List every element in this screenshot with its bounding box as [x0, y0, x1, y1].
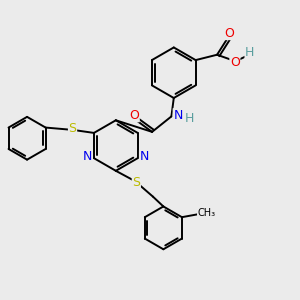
Text: O: O — [224, 26, 234, 40]
Text: N: N — [83, 150, 92, 163]
Text: S: S — [68, 122, 76, 135]
Text: S: S — [132, 176, 140, 189]
Text: O: O — [230, 56, 240, 69]
Text: CH₃: CH₃ — [197, 208, 216, 218]
Text: N: N — [173, 109, 183, 122]
Text: N: N — [140, 150, 149, 163]
Text: H: H — [184, 112, 194, 125]
Text: O: O — [129, 109, 139, 122]
Text: H: H — [245, 46, 254, 59]
